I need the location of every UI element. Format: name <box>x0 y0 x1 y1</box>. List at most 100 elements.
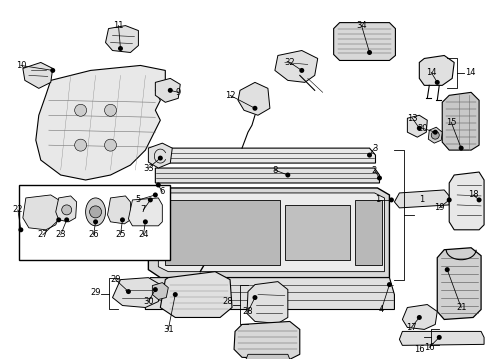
Polygon shape <box>165 200 279 265</box>
Circle shape <box>50 68 55 73</box>
Polygon shape <box>274 50 317 82</box>
Text: 22: 22 <box>13 206 23 215</box>
Text: 23: 23 <box>55 230 66 239</box>
Circle shape <box>61 205 72 215</box>
Circle shape <box>376 176 381 180</box>
Text: 34: 34 <box>355 21 366 30</box>
Polygon shape <box>128 198 162 226</box>
Circle shape <box>386 282 391 287</box>
Polygon shape <box>441 92 478 150</box>
Text: 11: 11 <box>113 21 123 30</box>
Text: 15: 15 <box>445 118 455 127</box>
Circle shape <box>126 289 131 294</box>
Text: 2: 2 <box>371 166 376 175</box>
Text: 16: 16 <box>413 345 424 354</box>
Ellipse shape <box>85 198 105 226</box>
Text: 27: 27 <box>38 230 48 239</box>
Polygon shape <box>155 78 180 102</box>
Text: 17: 17 <box>405 323 416 332</box>
Circle shape <box>153 287 158 292</box>
Polygon shape <box>246 282 287 323</box>
Polygon shape <box>402 305 436 329</box>
Circle shape <box>416 315 421 320</box>
Text: 3: 3 <box>371 144 376 153</box>
Circle shape <box>89 206 102 218</box>
Circle shape <box>167 88 172 93</box>
Polygon shape <box>245 354 289 360</box>
Text: 32: 32 <box>284 58 295 67</box>
Circle shape <box>416 126 421 131</box>
Circle shape <box>458 146 463 150</box>
Circle shape <box>299 68 304 73</box>
Polygon shape <box>158 193 384 272</box>
Bar <box>19 185 170 260</box>
Circle shape <box>172 292 178 297</box>
Circle shape <box>476 197 481 202</box>
Polygon shape <box>160 272 232 318</box>
Circle shape <box>436 335 441 340</box>
Circle shape <box>434 80 439 85</box>
Text: 8: 8 <box>272 166 277 175</box>
Circle shape <box>366 153 371 158</box>
Text: 10: 10 <box>16 61 26 70</box>
Polygon shape <box>394 190 448 208</box>
Circle shape <box>252 106 257 111</box>
Circle shape <box>446 197 451 202</box>
Polygon shape <box>427 127 441 143</box>
Circle shape <box>75 139 86 151</box>
Polygon shape <box>148 188 388 278</box>
Polygon shape <box>56 196 77 222</box>
Text: 20: 20 <box>416 124 427 133</box>
Circle shape <box>147 197 153 202</box>
Polygon shape <box>419 55 453 85</box>
Text: 9: 9 <box>175 88 181 97</box>
Polygon shape <box>152 283 168 300</box>
Polygon shape <box>160 148 375 163</box>
Text: 33: 33 <box>142 163 153 172</box>
Polygon shape <box>285 205 349 260</box>
Circle shape <box>366 50 371 55</box>
Polygon shape <box>234 321 299 359</box>
Polygon shape <box>155 168 379 183</box>
Text: 28: 28 <box>223 297 233 306</box>
Polygon shape <box>407 115 427 137</box>
Circle shape <box>104 139 116 151</box>
Polygon shape <box>105 26 138 53</box>
Polygon shape <box>238 82 269 115</box>
Polygon shape <box>145 278 394 310</box>
Text: 25: 25 <box>115 230 125 239</box>
Polygon shape <box>148 143 172 168</box>
Circle shape <box>75 104 86 116</box>
Text: 14: 14 <box>425 68 436 77</box>
Text: 18: 18 <box>467 190 477 199</box>
Polygon shape <box>36 66 165 180</box>
Circle shape <box>252 295 257 300</box>
Circle shape <box>285 172 290 177</box>
Text: 21: 21 <box>455 303 466 312</box>
Text: 4: 4 <box>378 305 383 314</box>
Circle shape <box>56 217 61 222</box>
Text: 14: 14 <box>464 68 474 77</box>
Polygon shape <box>23 62 53 88</box>
Circle shape <box>153 193 158 197</box>
Circle shape <box>430 131 438 139</box>
Text: 12: 12 <box>224 91 235 100</box>
Text: 19: 19 <box>433 203 444 212</box>
Text: 30: 30 <box>143 297 153 306</box>
Circle shape <box>444 267 449 272</box>
Text: 16: 16 <box>423 343 434 352</box>
Circle shape <box>142 219 147 224</box>
Text: 24: 24 <box>138 230 148 239</box>
Circle shape <box>104 104 116 116</box>
Text: 1: 1 <box>374 195 379 204</box>
Circle shape <box>432 130 437 135</box>
Circle shape <box>64 217 69 222</box>
Text: 26: 26 <box>88 230 99 239</box>
Text: 1: 1 <box>418 195 423 204</box>
Text: 6: 6 <box>159 188 164 197</box>
Polygon shape <box>399 332 483 345</box>
Polygon shape <box>23 195 59 230</box>
Circle shape <box>388 197 393 202</box>
Circle shape <box>120 217 125 222</box>
Text: 13: 13 <box>406 114 417 123</box>
